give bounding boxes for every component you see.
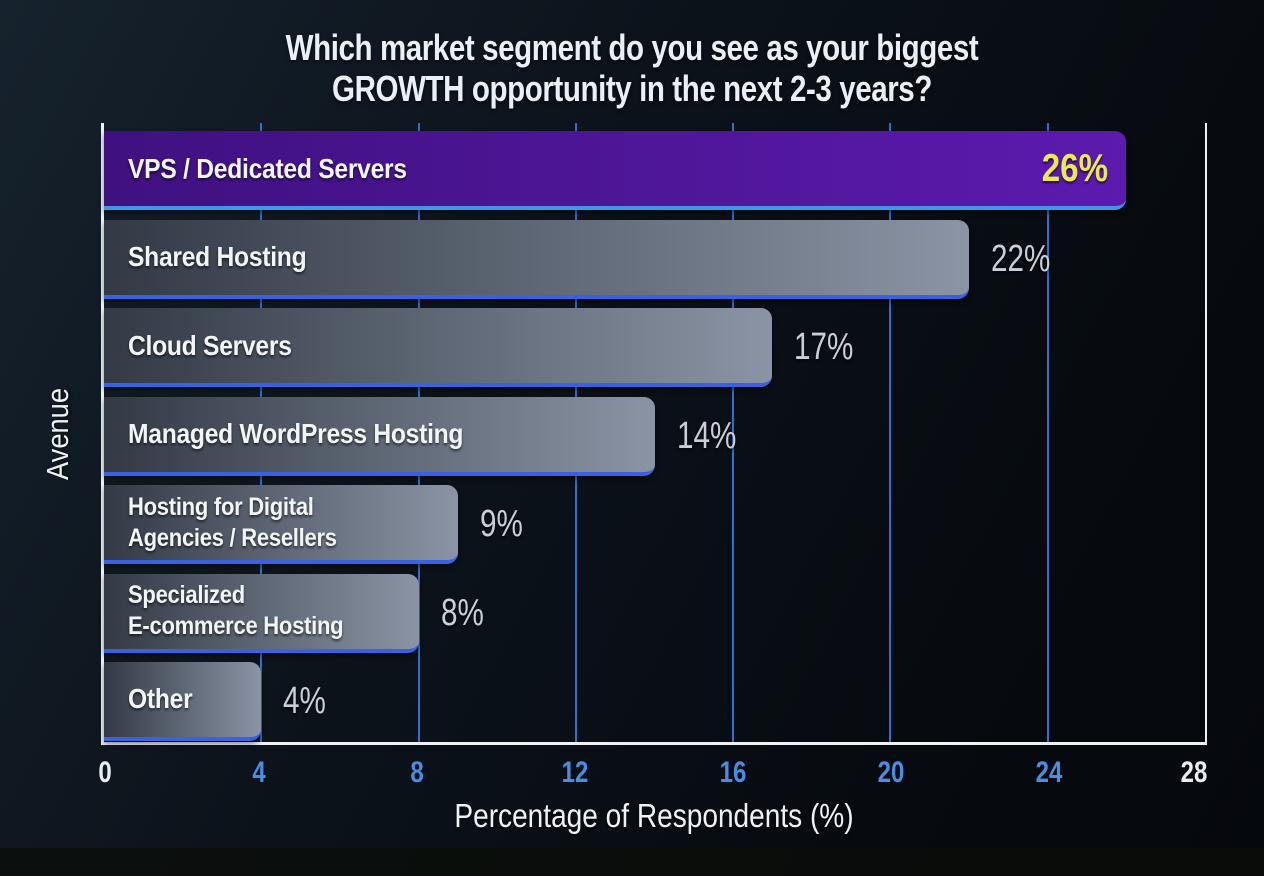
bar-managed-wordpress-hosting: Managed WordPress Hosting (104, 396, 655, 476)
bar-value-label: 9% (479, 503, 523, 546)
bar-category-label: Other (128, 683, 193, 715)
x-tick-20: 20 (877, 756, 905, 789)
bars-container: VPS / Dedicated Servers 26% Shared Hosting… (104, 123, 1205, 742)
x-tick-4: 4 (252, 756, 266, 789)
bar-category-label: Hosting for Digital Agencies / Resellers (128, 492, 337, 552)
bar-hosting-for-digital: Hosting for Digital Agencies / Resellers (104, 485, 458, 565)
bar-value-label: 8% (440, 591, 484, 634)
bar-value-label: 17% (794, 326, 854, 369)
bar-vps-dedicated-servers: VPS / Dedicated Servers 26% (104, 131, 1127, 211)
bar-row-cloud-servers: Cloud Servers 17% (104, 300, 1205, 388)
bar-row-hosting-for-digital: Hosting for Digital Agencies / Resellers… (104, 477, 1205, 565)
bar-category-label: Shared Hosting (128, 241, 307, 273)
bar-other: Other (104, 661, 262, 741)
bar-category-label: Managed WordPress Hosting (128, 418, 464, 450)
bar-value-label: 14% (676, 414, 736, 457)
bar-category-label: VPS / Dedicated Servers (128, 152, 407, 184)
chart-title: Which market segment do you see as your … (285, 27, 979, 109)
bar-value-label: 4% (283, 679, 327, 722)
bar-row-vps-dedicated-servers: VPS / Dedicated Servers 26% (104, 123, 1205, 211)
plot-area: VPS / Dedicated Servers 26% Shared Hosting… (101, 123, 1207, 745)
bar-value-label: 26% (1041, 146, 1109, 190)
bar-specialized: Specialized E-commerce Hosting (104, 573, 419, 653)
bar-row-specialized: Specialized E-commerce Hosting 8% (104, 565, 1205, 653)
grid-line-20 (889, 123, 892, 742)
x-axis-label: Percentage of Respondents (%) (454, 797, 854, 834)
bar-cloud-servers: Cloud Servers (104, 308, 773, 388)
x-tick-0: 0 (98, 756, 112, 789)
bar-row-shared-hosting: Shared Hosting 22% (104, 211, 1205, 299)
bar-category-label: Cloud Servers (128, 329, 292, 361)
bar-category-label: Specialized E-commerce Hosting (128, 581, 344, 641)
x-tick-16: 16 (719, 756, 747, 789)
x-tick-8: 8 (410, 756, 424, 789)
x-tick-12: 12 (561, 756, 589, 789)
bar-shared-hosting: Shared Hosting (104, 219, 970, 299)
grid-line-24 (1046, 123, 1049, 742)
x-axis-ticks: 0 4 8 12 16 20 24 28 (98, 756, 1208, 792)
x-tick-28: 28 (1180, 756, 1208, 789)
bar-row-managed-wordpress-hosting: Managed WordPress Hosting 14% (104, 388, 1205, 476)
x-tick-24: 24 (1035, 756, 1063, 789)
y-axis-label: Avenue (40, 387, 75, 481)
grid-line-16 (732, 123, 735, 742)
bar-value-label: 22% (991, 237, 1051, 280)
bottom-band (0, 848, 1264, 876)
bar-row-other: Other 4% (104, 654, 1205, 742)
